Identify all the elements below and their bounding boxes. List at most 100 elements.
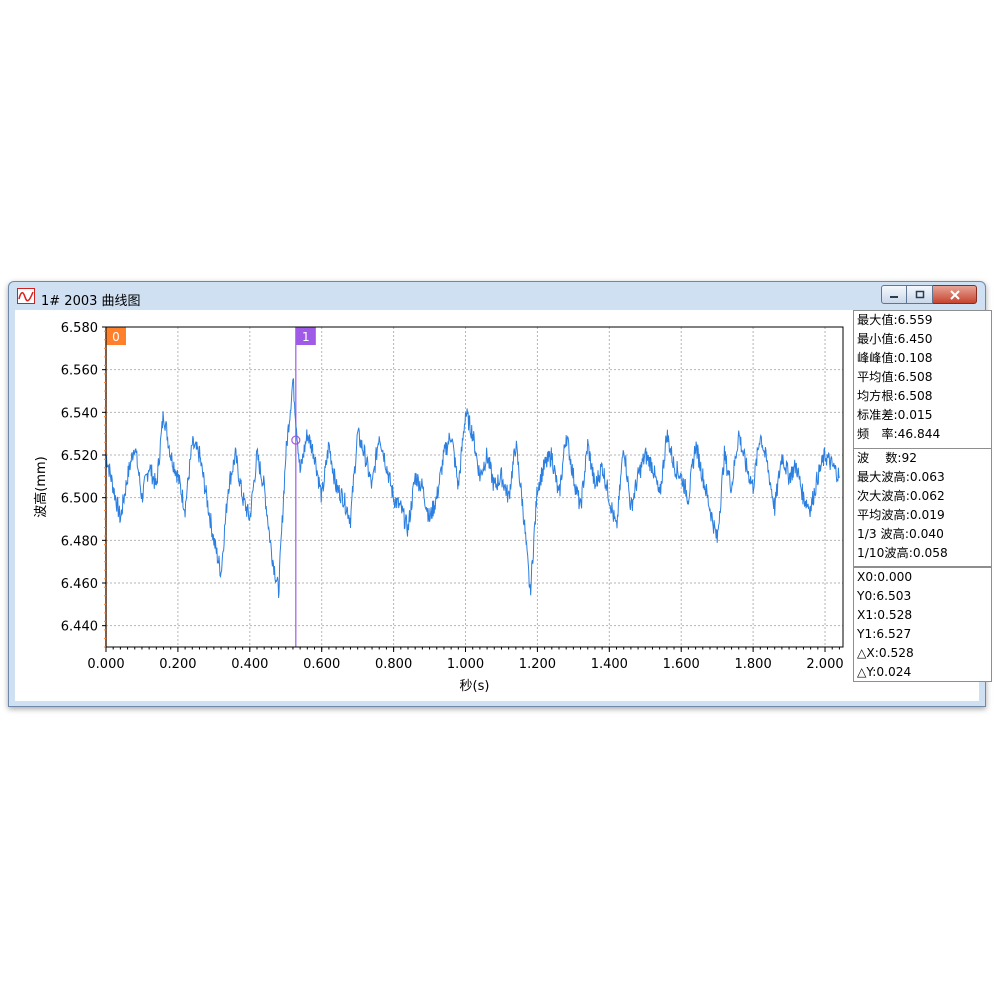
- chart-client-area: 0 1 6.580 6.560 6.540 6.520 6.500 6.480 6.460 6.…: [15, 310, 992, 701]
- stat-row: 最大值: 6.559: [854, 311, 991, 330]
- title-bar[interactable]: 1# 2003 曲线图: [9, 282, 985, 310]
- stat-row: 均方根: 6.508: [854, 387, 991, 406]
- x-tick-label: 2.000: [806, 657, 843, 672]
- cursor-stat-row: Y1: 6.527: [854, 625, 991, 644]
- cursor-marker[interactable]: [295, 327, 316, 345]
- stat-row: 标准差: 0.015: [854, 406, 991, 425]
- stat-row: 频 率: 46.844: [854, 425, 991, 444]
- wave-stat-label: 1/3 波高:: [857, 527, 909, 541]
- waveform-chart[interactable]: 0 1 6.580 6.560 6.540 6.520 6.500 6.480 6.460 6.…: [15, 310, 853, 701]
- wave-stat-row: 平均波高: 0.019: [854, 506, 991, 525]
- cursor-stat-label: X0:: [857, 570, 878, 584]
- stat-row: 峰峰值: 0.108: [854, 349, 991, 368]
- x-axis-label: 秒(s): [460, 679, 490, 694]
- y-tick-label: 6.580: [61, 321, 98, 336]
- x-tick-label: 0.400: [231, 657, 268, 672]
- cursor-label: 0: [112, 330, 120, 344]
- wave-stat-value: 92: [901, 451, 918, 465]
- minimize-icon: [890, 295, 898, 298]
- maximize-button[interactable]: [907, 285, 933, 304]
- wave-stat-row: 1/3 波高: 0.040: [854, 525, 991, 544]
- x-tick-label: 1.800: [735, 657, 772, 672]
- wave-panel: 波 数: 92 最大波高: 0.063 次大波高: 0.062 平均波高: 0.019…: [853, 448, 992, 567]
- wave-stat-row: 次大波高: 0.062: [854, 487, 991, 506]
- cursor-stat-row: X0: 0.000: [854, 568, 991, 587]
- stat-value: 0.108: [897, 351, 933, 365]
- cursor-stat-label: Y1:: [857, 627, 877, 641]
- x-tick-label: 1.400: [591, 657, 628, 672]
- x-tick-label: 0.600: [303, 657, 340, 672]
- cursor-panel: X0: 0.000 Y0: 6.503 X1: 0.528 Y1: 6.527 △X: …: [853, 567, 992, 682]
- y-tick-label: 6.460: [61, 577, 98, 592]
- y-tick-label: 6.500: [61, 492, 98, 507]
- cursor-stat-row: △X: 0.528: [854, 644, 991, 663]
- stat-label: 标准差:: [857, 408, 898, 422]
- cursor-stat-value: 0.024: [876, 665, 912, 679]
- cursor-stat-row: △Y: 0.024: [854, 663, 991, 681]
- y-tick-label: 6.440: [61, 620, 98, 635]
- cursor-stat-label: △Y:: [857, 665, 877, 679]
- stats-panel: 最大值: 6.559 最小值: 6.450 峰峰值: 0.108 平均值: 6.508…: [853, 310, 992, 449]
- cursor-stat-row: Y0: 6.503: [854, 587, 991, 606]
- cursor-label: 1: [302, 330, 310, 344]
- chart-window: 1# 2003 曲线图 0 1 6.580 6.560 6.540 6.520 6.500…: [8, 281, 992, 707]
- stat-value: 46.844: [897, 427, 941, 441]
- chart-wave-icon: [17, 288, 35, 304]
- restore-icon: [915, 290, 924, 298]
- grid-lines: [106, 327, 843, 647]
- x-tick-label: 1.200: [519, 657, 556, 672]
- cursor-stat-value: 0.000: [877, 570, 913, 584]
- x-tick-label: 0.000: [87, 657, 124, 672]
- y-tick-label: 6.540: [61, 406, 98, 421]
- cursor-stat-value: 0.528: [878, 646, 914, 660]
- y-tick-label: 6.520: [61, 449, 98, 464]
- wave-stat-value: 0.058: [912, 546, 948, 560]
- wave-stat-value: 0.063: [909, 470, 945, 484]
- cursor-stat-row: X1: 0.528: [854, 606, 991, 625]
- x-tick-label: 1.600: [663, 657, 700, 672]
- x-tick-label: 0.200: [159, 657, 196, 672]
- stat-row: 最小值: 6.450: [854, 330, 991, 349]
- stat-value: 0.015: [897, 408, 933, 422]
- wave-stat-label: 1/10波高:: [857, 546, 913, 560]
- cursor-marker[interactable]: [106, 327, 126, 345]
- wave-stat-value: 0.040: [908, 527, 944, 541]
- y-tick-label: 6.560: [61, 364, 98, 379]
- minimize-button[interactable]: [881, 285, 907, 304]
- cursor-0[interactable]: 0: [105, 327, 126, 647]
- stat-value: 6.508: [897, 389, 933, 403]
- plot-frame: [105, 326, 844, 648]
- waveform-line: [106, 378, 840, 598]
- x-tick-label: 1.000: [447, 657, 484, 672]
- cursor-stat-label: Y0:: [857, 589, 877, 603]
- wave-stat-value: 0.062: [909, 489, 945, 503]
- cursor-1[interactable]: 1: [295, 327, 316, 647]
- wave-stat-label: 次大波高:: [857, 489, 910, 503]
- close-icon: [949, 289, 960, 300]
- close-button[interactable]: [933, 285, 977, 304]
- stat-label: 最小值:: [857, 332, 898, 346]
- y-tick-label: 6.480: [61, 534, 98, 549]
- cursor-stat-value: 6.527: [876, 627, 912, 641]
- stat-value: 6.450: [897, 332, 933, 346]
- x-tick-label: 0.800: [375, 657, 412, 672]
- wave-stat-row: 波 数: 92: [854, 449, 991, 468]
- y-axis-label: 波高(mm): [33, 456, 49, 517]
- cursor-stat-value: 6.503: [876, 589, 912, 603]
- wave-stat-label: 平均波高:: [857, 508, 910, 522]
- cursor-stat-value: 0.528: [877, 608, 913, 622]
- wave-stat-value: 0.019: [909, 508, 945, 522]
- wave-stat-label: 波 数:: [857, 451, 902, 465]
- stat-label: 频 率:: [857, 427, 898, 441]
- wave-stat-row: 1/10波高: 0.058: [854, 544, 991, 563]
- stat-label: 最大值:: [857, 313, 898, 327]
- stat-label: 平均值:: [857, 370, 898, 384]
- cursor-point-marker: [291, 435, 301, 445]
- stat-value: 6.559: [897, 313, 933, 327]
- wave-stat-row: 最大波高: 0.063: [854, 468, 991, 487]
- stat-label: 均方根:: [857, 389, 898, 403]
- wave-stat-label: 最大波高:: [857, 470, 910, 484]
- cursor-stat-label: △X:: [857, 646, 879, 660]
- stat-value: 6.508: [897, 370, 933, 384]
- stat-label: 峰峰值:: [857, 351, 898, 365]
